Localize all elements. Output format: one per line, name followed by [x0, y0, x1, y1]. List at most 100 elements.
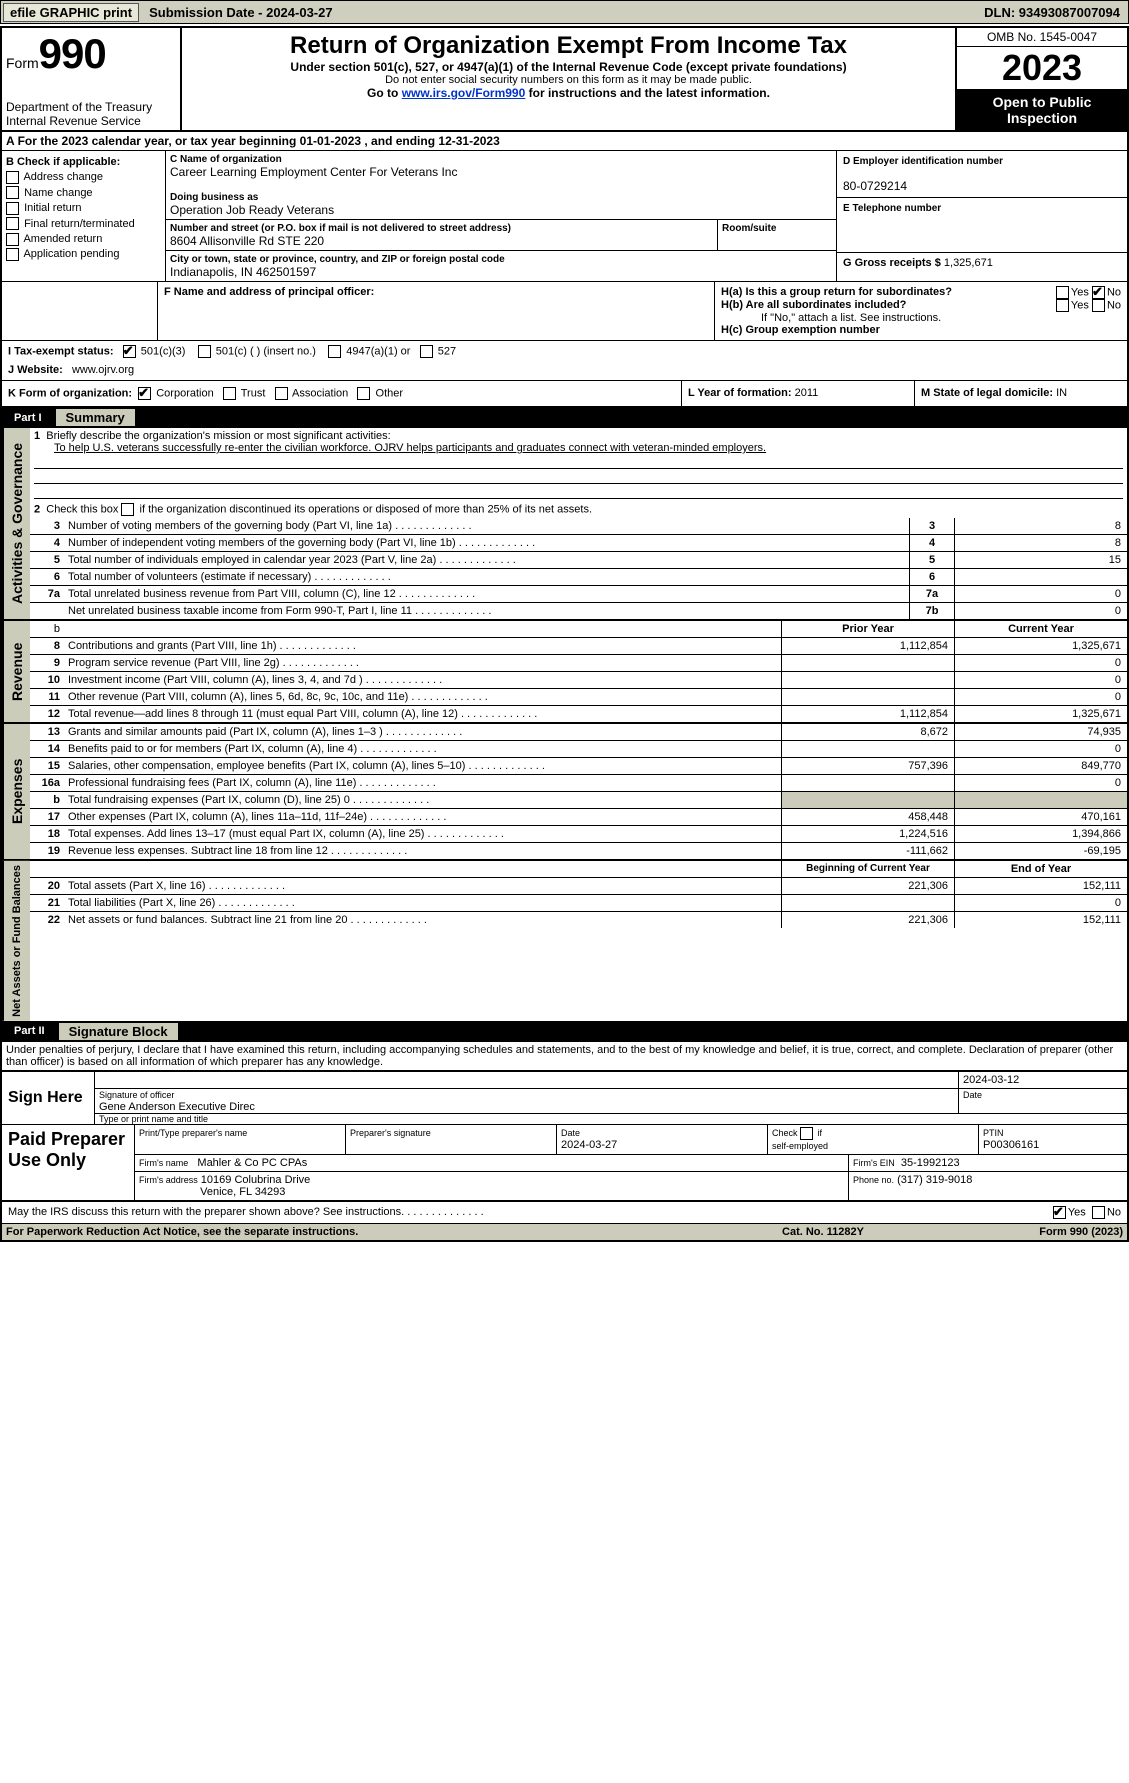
part-1-header: Part ISummary [2, 407, 1127, 428]
col-b-checkboxes: B Check if applicable: Address change Na… [2, 151, 166, 281]
subtitle-2: Do not enter social security numbers on … [188, 74, 949, 86]
submission-date: Submission Date - 2024-03-27 [149, 5, 333, 20]
hb-yes[interactable] [1056, 299, 1069, 312]
firm-addr1: 10169 Colubrina Drive [201, 1174, 310, 1186]
subtitle-1: Under section 501(c), 527, or 4947(a)(1)… [188, 60, 949, 74]
check-name-change[interactable] [6, 186, 19, 199]
check-final-return[interactable] [6, 217, 19, 230]
ha-yes[interactable] [1056, 286, 1069, 299]
open-to-public: Open to Public Inspection [957, 90, 1127, 130]
discuss-no[interactable] [1092, 1206, 1105, 1219]
check-4947[interactable] [328, 345, 341, 358]
table-cell [781, 775, 954, 791]
side-activities: Activities & Governance [2, 428, 30, 619]
form-number: 990 [39, 30, 106, 77]
perjury-declaration: Under penalties of perjury, I declare th… [2, 1042, 1127, 1070]
efile-print-button[interactable]: efile GRAPHIC print [3, 3, 139, 22]
table-cell: -111,662 [781, 843, 954, 859]
table-cell: 849,770 [954, 758, 1127, 774]
officer-name: Gene Anderson Executive Direc [99, 1101, 255, 1113]
l5-val: 15 [954, 552, 1127, 568]
street-address: 8604 Allisonville Rd STE 220 [170, 234, 324, 248]
table-cell: 0 [954, 895, 1127, 911]
table-cell: 1,325,671 [954, 638, 1127, 654]
table-cell [781, 689, 954, 705]
check-amended[interactable] [6, 233, 19, 246]
side-expenses: Expenses [2, 724, 30, 859]
check-self-employed[interactable] [800, 1127, 813, 1140]
firm-addr2: Venice, FL 34293 [200, 1186, 285, 1198]
check-app-pending[interactable] [6, 248, 19, 261]
topbar: efile GRAPHIC print Submission Date - 20… [0, 0, 1129, 24]
table-cell: 0 [954, 655, 1127, 671]
sig-date: 2024-03-12 [959, 1072, 1127, 1088]
l7b-val: 0 [954, 603, 1127, 619]
paid-preparer-label: Paid Preparer Use Only [2, 1125, 135, 1200]
table-cell: 1,325,671 [954, 706, 1127, 722]
dln: DLN: 93493087007094 [984, 5, 1128, 20]
gross-receipts: 1,325,671 [944, 257, 993, 269]
preparer-date: 2024-03-27 [561, 1139, 617, 1151]
table-cell: 1,112,854 [781, 638, 954, 654]
check-other[interactable] [357, 387, 370, 400]
ha-no[interactable] [1092, 286, 1105, 299]
firm-ein: 35-1992123 [901, 1157, 960, 1169]
table-cell [954, 792, 1127, 808]
table-cell: 757,396 [781, 758, 954, 774]
check-trust[interactable] [223, 387, 236, 400]
table-cell [781, 655, 954, 671]
table-cell: 8,672 [781, 724, 954, 740]
table-cell [781, 895, 954, 911]
mission: To help U.S. veterans successfully re-en… [34, 442, 766, 454]
line-f: F Name and address of principal officer: [164, 286, 374, 298]
dba: Operation Job Ready Veterans [170, 203, 334, 217]
dept-treasury: Department of the Treasury [6, 100, 152, 114]
table-cell: 1,394,866 [954, 826, 1127, 842]
omb-number: OMB No. 1545-0047 [957, 28, 1127, 47]
state-domicile: IN [1056, 387, 1067, 399]
table-cell: 221,306 [781, 878, 954, 894]
website: www.ojrv.org [72, 364, 134, 376]
form-990: Form990 Department of the TreasuryIntern… [0, 26, 1129, 1242]
check-corp[interactable] [138, 387, 151, 400]
table-cell: 470,161 [954, 809, 1127, 825]
year-formation: 2011 [795, 387, 819, 399]
ein: 80-0729214 [843, 179, 907, 193]
ptin: P00306161 [983, 1139, 1039, 1151]
irs: Internal Revenue Service [6, 114, 141, 128]
l6-val [954, 569, 1127, 585]
check-assoc[interactable] [275, 387, 288, 400]
check-discontinued[interactable] [121, 503, 134, 516]
table-cell: 0 [954, 741, 1127, 757]
table-cell: 74,935 [954, 724, 1127, 740]
discuss-yes[interactable] [1053, 1206, 1066, 1219]
part-2-header: Part IISignature Block [2, 1021, 1127, 1042]
table-cell: 0 [954, 775, 1127, 791]
table-cell [781, 792, 954, 808]
footer-left: For Paperwork Reduction Act Notice, see … [6, 1226, 723, 1238]
l7a-val: 0 [954, 586, 1127, 602]
check-527[interactable] [420, 345, 433, 358]
footer-mid: Cat. No. 11282Y [723, 1226, 923, 1238]
check-501c3[interactable] [123, 345, 136, 358]
table-cell: 0 [954, 672, 1127, 688]
table-cell [781, 741, 954, 757]
form-header: Form990 Department of the TreasuryIntern… [2, 28, 1127, 132]
tax-year: 2023 [957, 47, 1127, 90]
table-cell: 1,112,854 [781, 706, 954, 722]
side-revenue: Revenue [2, 621, 30, 722]
check-initial-return[interactable] [6, 202, 19, 215]
form-prefix: Form [6, 55, 39, 71]
irs-link[interactable]: www.irs.gov/Form990 [402, 86, 526, 100]
table-cell: 0 [954, 689, 1127, 705]
table-cell: 221,306 [781, 912, 954, 928]
city-state-zip: Indianapolis, IN 462501597 [170, 265, 316, 279]
table-cell: 458,448 [781, 809, 954, 825]
check-501c[interactable] [198, 345, 211, 358]
hb-no[interactable] [1092, 299, 1105, 312]
check-address-change[interactable] [6, 171, 19, 184]
table-cell: 152,111 [954, 878, 1127, 894]
table-cell: 152,111 [954, 912, 1127, 928]
table-cell [781, 672, 954, 688]
org-name: Career Learning Employment Center For Ve… [170, 165, 457, 179]
